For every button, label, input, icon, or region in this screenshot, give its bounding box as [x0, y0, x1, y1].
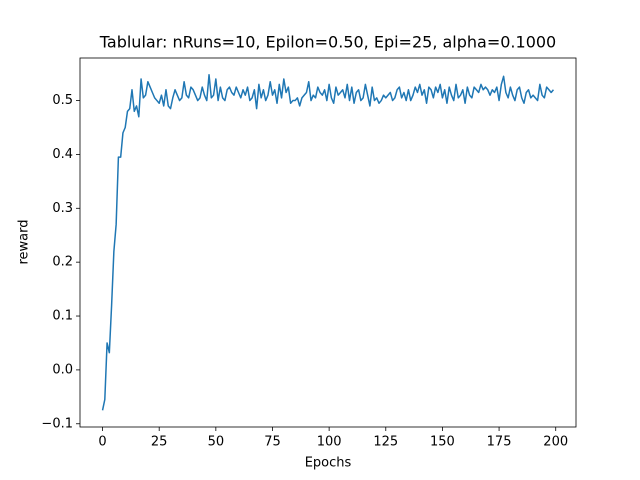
y-tick-label: 0.5	[52, 93, 73, 108]
x-tick-label: 175	[487, 435, 512, 450]
x-tick-label: 200	[543, 435, 568, 450]
data-line	[101, 73, 555, 411]
chart-title: Tablular: nRuns=10, Epilon=0.50, Epi=25,…	[99, 33, 556, 52]
y-tick-label: 0.4	[52, 147, 73, 162]
x-tick-label: 150	[430, 435, 455, 450]
x-axis-label: Epochs	[305, 456, 352, 471]
y-tick-label: 0.3	[52, 201, 73, 216]
y-tick-label: 0.1	[52, 309, 73, 324]
y-axis-label: reward	[17, 219, 32, 264]
x-tick-label: 100	[317, 435, 342, 450]
x-tick-label: 50	[208, 435, 225, 450]
x-tick-label: 0	[98, 435, 106, 450]
x-tick-label: 75	[264, 435, 281, 450]
plot-frame	[79, 57, 577, 428]
x-tick-label: 125	[373, 435, 398, 450]
x-tick-label: 25	[151, 435, 168, 450]
y-tick-label: 0.0	[52, 362, 73, 377]
y-tick-label: 0.2	[52, 255, 73, 270]
y-tick-label: −0.1	[41, 416, 73, 431]
